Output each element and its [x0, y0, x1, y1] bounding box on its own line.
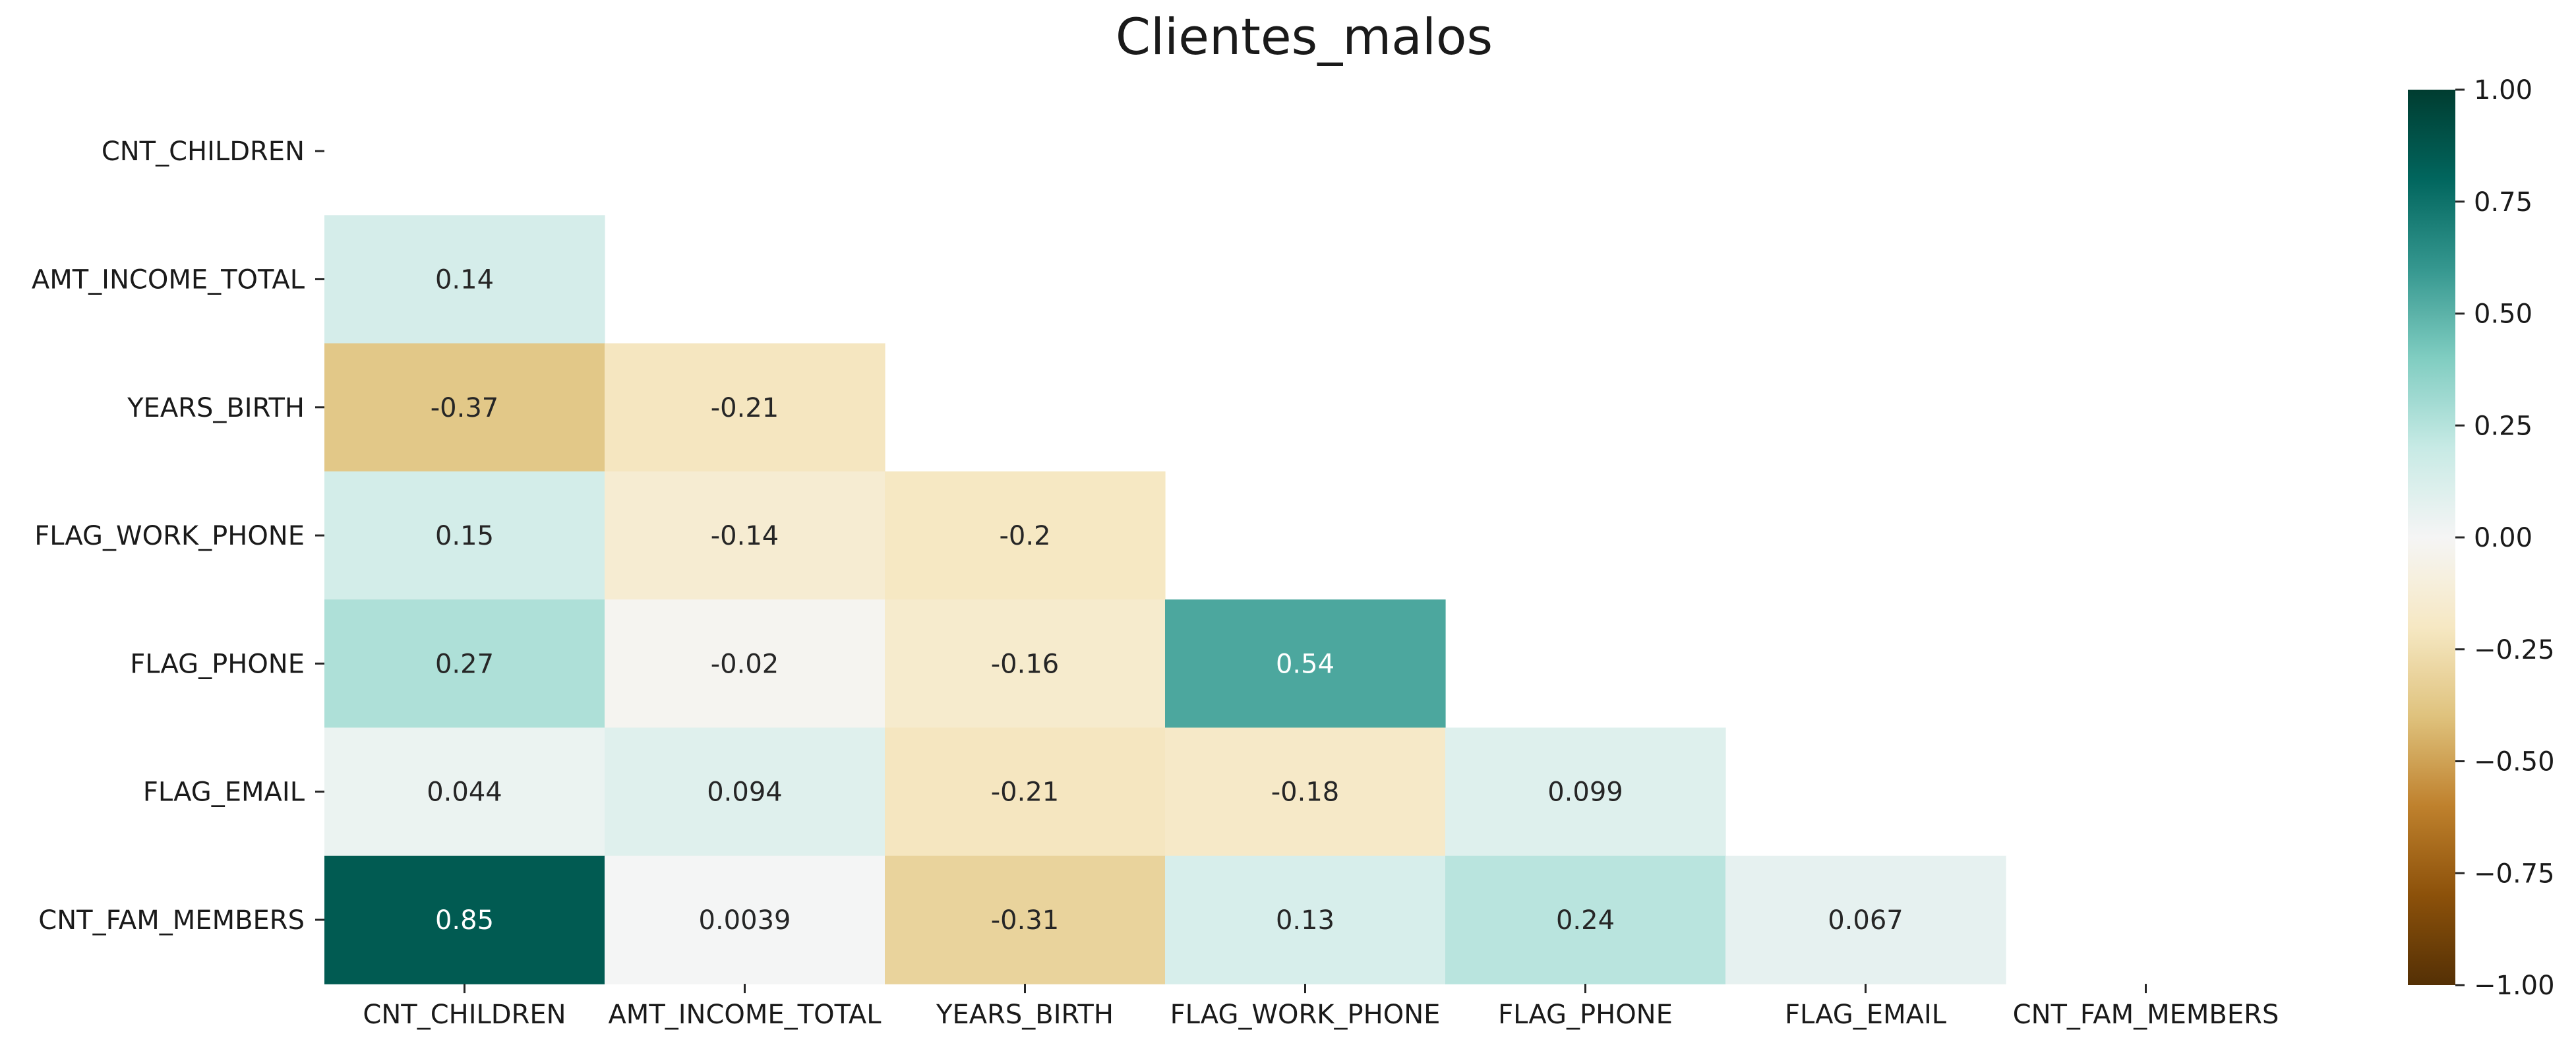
heatmap-cell: [324, 727, 605, 857]
heatmap-cell: [1725, 855, 2006, 984]
cell-value-label: -0.16: [991, 649, 1060, 679]
heatmap-cell: [1165, 855, 1446, 984]
cell-value-label: -0.2: [999, 521, 1050, 551]
heatmap-cell: [324, 471, 605, 600]
heatmap-cell: [324, 343, 605, 472]
y-tick-label: FLAG_EMAIL: [143, 777, 305, 808]
heatmap-cell: [605, 599, 885, 729]
cell-value-label: -0.37: [431, 393, 499, 423]
cell-value-label: 0.099: [1547, 777, 1623, 808]
colorbar-tick-label: −0.25: [2474, 635, 2555, 665]
colorbar: 1.00 0.75 0.50 0.25 0.00 −0.25 −0.50 −0.75 −1.00: [2408, 75, 2555, 1001]
heatmap-cell: [324, 599, 605, 729]
cell-value-label: -0.31: [991, 905, 1060, 936]
cell-value-label: 0.85: [435, 905, 494, 936]
y-tick-label: CNT_CHILDREN: [102, 136, 305, 167]
chart-title: Clientes_malos: [1116, 7, 1493, 66]
colorbar-tick-label: 0.50: [2474, 299, 2532, 330]
cell-value-label: 0.27: [435, 649, 494, 679]
x-tick-label: FLAG_PHONE: [1498, 1000, 1673, 1030]
heatmap-axes: CNT_CHILDREN AMT_INCOME_TOTAL YEARS_BIRTH F…: [32, 136, 2279, 1030]
heatmap-cell: [1165, 599, 1446, 729]
cell-value-label: 0.24: [1556, 905, 1615, 936]
colorbar-tick-label: 0.25: [2474, 411, 2532, 441]
x-tick-label: YEARS_BIRTH: [936, 1000, 1114, 1030]
heatmap-cell: [885, 727, 1166, 857]
heatmap-cell: [1445, 855, 1726, 984]
heatmap-cell: [324, 215, 605, 344]
cell-value-label: 0.094: [707, 777, 783, 808]
cell-value-label: 0.067: [1828, 905, 1903, 936]
cell-value-label: -0.18: [1271, 777, 1340, 808]
y-tick-label: FLAG_WORK_PHONE: [34, 521, 305, 551]
y-tick-label: CNT_FAM_MEMBERS: [38, 905, 305, 936]
cell-value-label: 0.15: [435, 521, 494, 551]
heatmap-cell: [324, 855, 605, 984]
cell-value-label: 0.54: [1276, 649, 1334, 679]
x-tick-label: FLAG_EMAIL: [1785, 1000, 1947, 1030]
colorbar-tick-label: 1.00: [2474, 75, 2532, 106]
heatmap-cell: [605, 343, 885, 472]
y-tick-label: AMT_INCOME_TOTAL: [32, 264, 305, 295]
cell-value-label: 0.14: [435, 264, 494, 295]
cell-value-label: -0.02: [711, 649, 779, 679]
colorbar-tick-label: −0.75: [2474, 859, 2555, 889]
heatmap-cell: [885, 855, 1166, 984]
heatmap-cell: [885, 471, 1166, 600]
heatmap-cell: [605, 471, 885, 600]
colorbar-tick-label: 0.00: [2474, 523, 2532, 553]
heatmap-cell: [1165, 727, 1446, 857]
heatmap-cell: [605, 727, 885, 857]
colorbar-gradient: [2408, 90, 2455, 985]
x-tick-label: CNT_CHILDREN: [363, 1000, 566, 1030]
x-tick-label: FLAG_WORK_PHONE: [1170, 1000, 1441, 1030]
x-tick-label: AMT_INCOME_TOTAL: [608, 1000, 882, 1030]
heatmap-cell: [605, 855, 885, 984]
y-tick-label: YEARS_BIRTH: [127, 393, 305, 423]
cell-value-label: 0.0039: [699, 905, 791, 936]
cell-value-label: 0.13: [1276, 905, 1334, 936]
x-tick-label: CNT_FAM_MEMBERS: [2013, 1000, 2279, 1030]
heatmap-cell: [885, 599, 1166, 729]
y-tick-label: FLAG_PHONE: [130, 649, 305, 679]
cell-value-label: 0.044: [427, 777, 502, 808]
colorbar-tick-label: −0.50: [2474, 747, 2555, 777]
cell-value-label: -0.14: [711, 521, 779, 551]
colorbar-tick-label: −1.00: [2474, 971, 2555, 1001]
heatmap-cells: 0.14 -0.37 -0.21 0.15 -0.14 -0.2 0.27 -0.02 -0.1…: [324, 215, 2006, 984]
heatmap-cell: [1445, 727, 1726, 857]
colorbar-tick-label: 0.75: [2474, 187, 2532, 218]
cell-value-label: -0.21: [711, 393, 779, 423]
cell-value-label: -0.21: [991, 777, 1060, 808]
